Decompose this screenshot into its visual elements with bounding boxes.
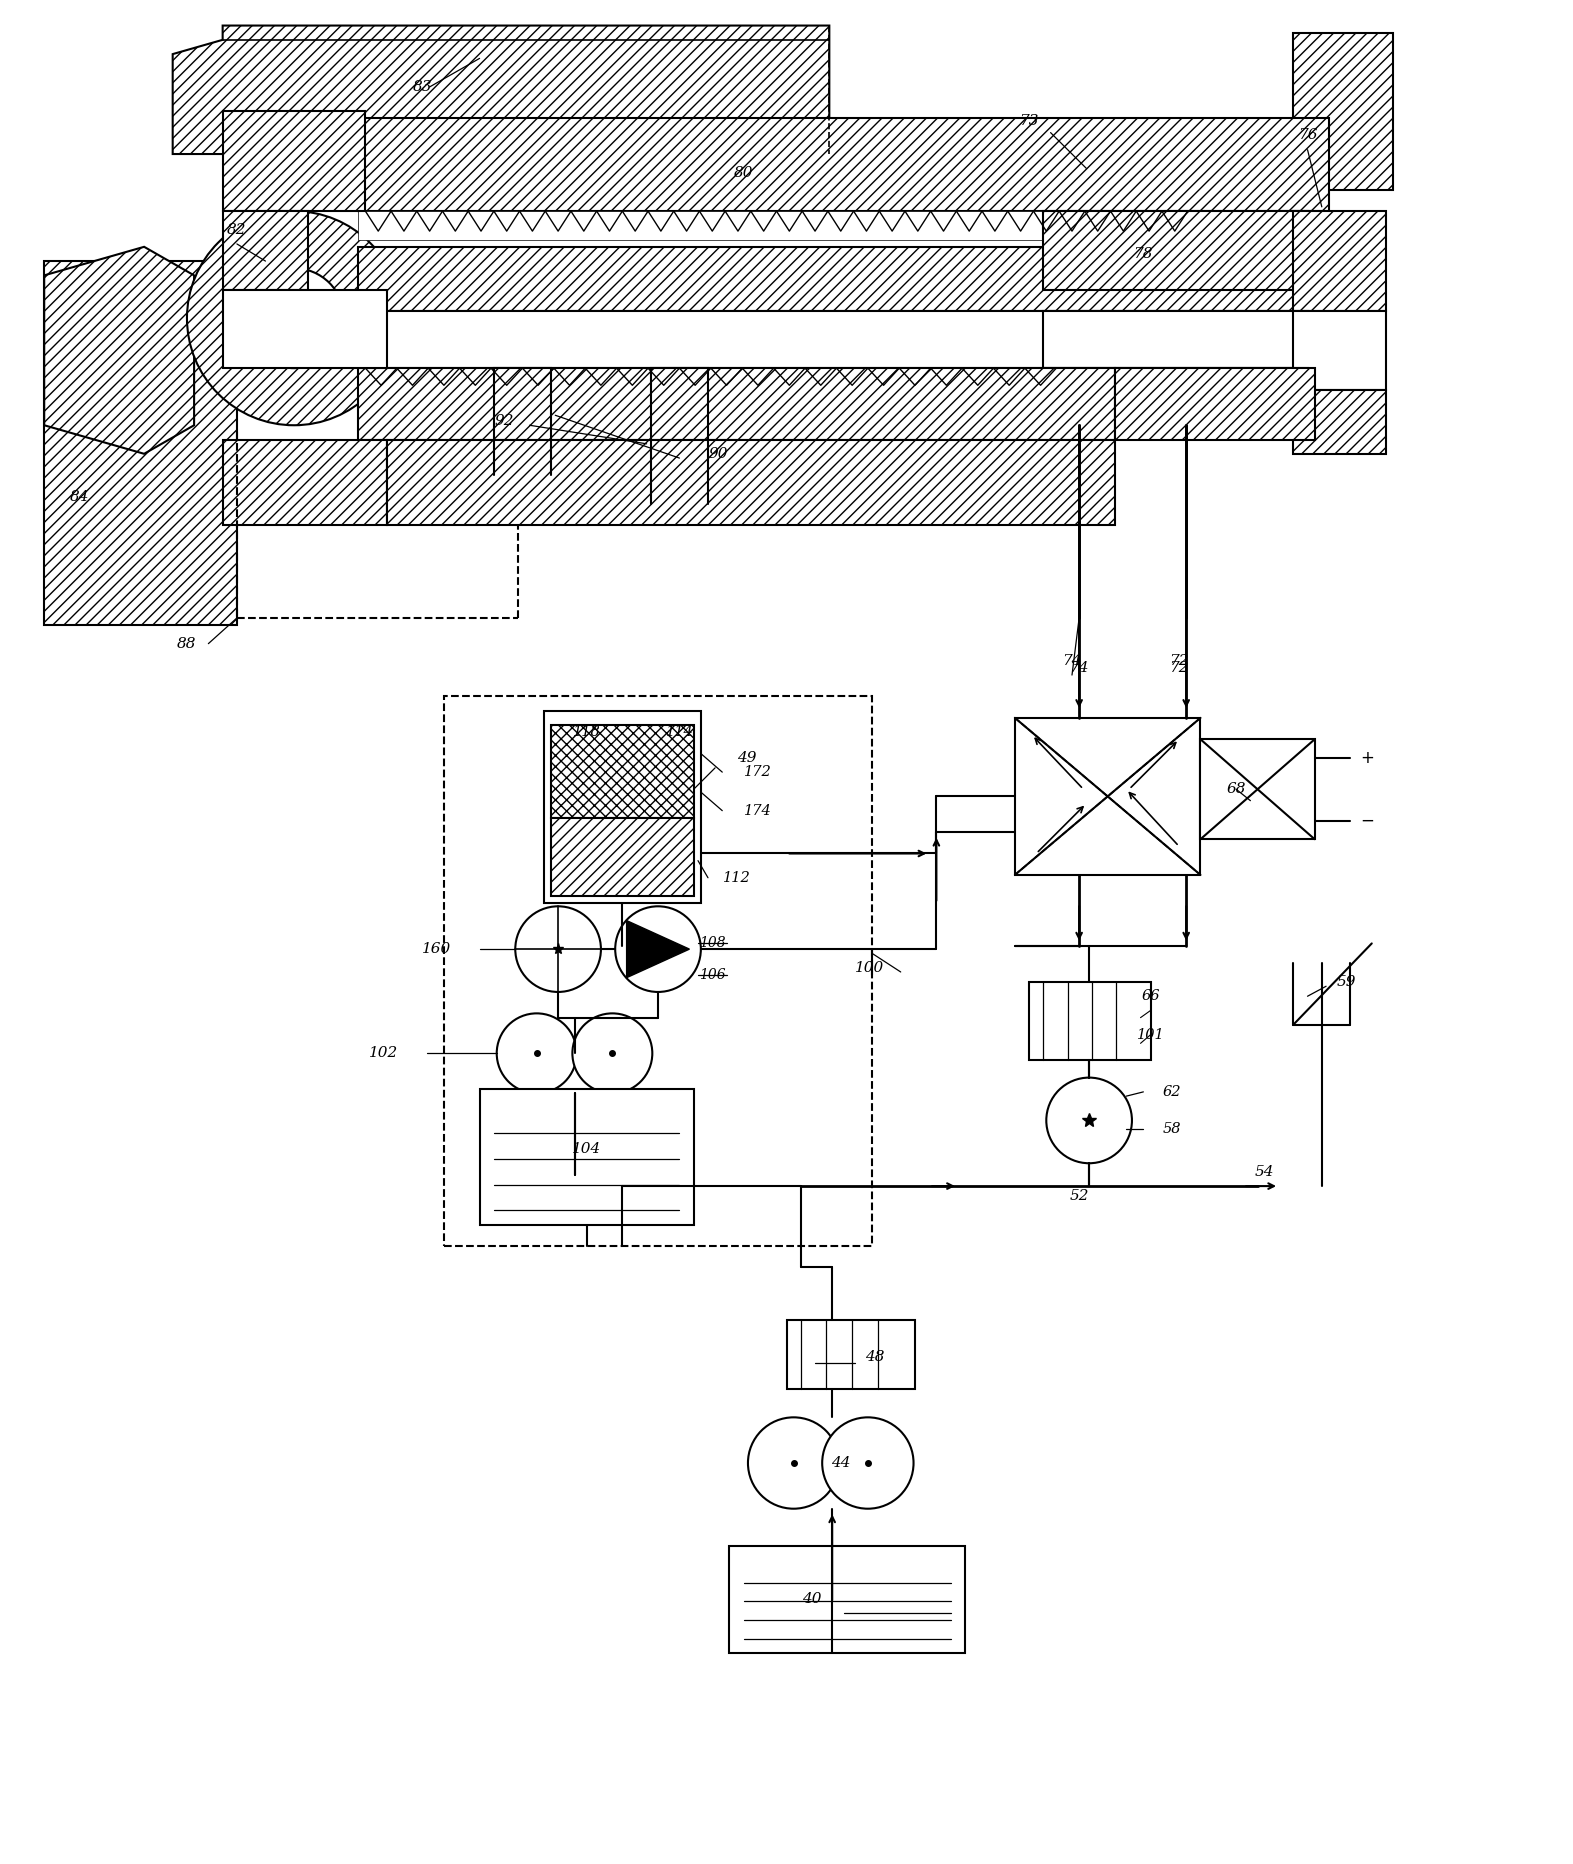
- Circle shape: [516, 906, 601, 992]
- Bar: [1015, 718, 1200, 874]
- Text: 90: 90: [708, 447, 728, 460]
- Bar: [1200, 740, 1315, 839]
- Bar: [223, 289, 387, 369]
- Bar: [1043, 311, 1307, 369]
- Text: 74: 74: [1070, 662, 1089, 675]
- Bar: [387, 440, 1115, 526]
- Bar: [1293, 211, 1386, 311]
- Text: 114: 114: [665, 725, 694, 740]
- Text: 52: 52: [1070, 1189, 1089, 1202]
- Bar: [444, 697, 871, 1245]
- Text: 83: 83: [412, 80, 433, 93]
- Bar: [480, 1089, 694, 1225]
- Text: 40: 40: [802, 1592, 823, 1605]
- Bar: [1115, 369, 1315, 440]
- Text: 44: 44: [831, 1456, 851, 1471]
- Bar: [1293, 390, 1386, 453]
- Text: 88: 88: [178, 637, 197, 651]
- Text: 49: 49: [736, 751, 757, 764]
- Text: 68: 68: [1227, 783, 1246, 796]
- Text: 80: 80: [735, 166, 753, 179]
- Circle shape: [573, 1014, 653, 1094]
- Bar: [1029, 982, 1150, 1061]
- Bar: [551, 818, 694, 897]
- Text: 104: 104: [573, 1143, 601, 1156]
- Bar: [359, 246, 1329, 311]
- Text: 48: 48: [865, 1350, 884, 1364]
- Circle shape: [823, 1417, 914, 1508]
- Text: 74: 74: [1062, 654, 1082, 667]
- Polygon shape: [44, 246, 193, 453]
- Polygon shape: [173, 26, 829, 155]
- Text: 174: 174: [744, 803, 772, 818]
- Text: 106: 106: [698, 967, 725, 982]
- Text: 66: 66: [1142, 990, 1159, 1003]
- Bar: [223, 112, 365, 211]
- Bar: [223, 440, 387, 526]
- Bar: [786, 1320, 915, 1389]
- Text: 54: 54: [1255, 1165, 1274, 1178]
- Text: 73: 73: [1019, 114, 1038, 129]
- Bar: [1293, 34, 1394, 190]
- Circle shape: [497, 1014, 577, 1094]
- Bar: [551, 725, 694, 818]
- Bar: [223, 211, 308, 289]
- Text: −: −: [1361, 811, 1375, 829]
- Circle shape: [187, 211, 401, 425]
- Bar: [359, 311, 1329, 369]
- Bar: [651, 369, 708, 503]
- Text: 118: 118: [573, 725, 601, 740]
- Text: 58: 58: [1162, 1122, 1181, 1135]
- Bar: [1293, 311, 1386, 390]
- Bar: [1043, 369, 1307, 425]
- Text: 76: 76: [1298, 129, 1317, 142]
- Text: 62: 62: [1162, 1085, 1181, 1100]
- Text: 72: 72: [1169, 654, 1189, 667]
- Text: 112: 112: [722, 870, 750, 885]
- Bar: [544, 710, 702, 904]
- Bar: [359, 117, 1329, 211]
- Circle shape: [615, 906, 702, 992]
- Bar: [359, 211, 1329, 240]
- Bar: [44, 261, 238, 624]
- Circle shape: [244, 268, 344, 369]
- Text: 59: 59: [1337, 975, 1356, 990]
- Text: +: +: [1361, 749, 1375, 766]
- Bar: [1043, 211, 1307, 289]
- Text: 72: 72: [1169, 662, 1189, 675]
- Polygon shape: [626, 921, 689, 979]
- Text: 172: 172: [744, 764, 772, 779]
- Circle shape: [747, 1417, 840, 1508]
- Text: 78: 78: [1134, 246, 1153, 261]
- Bar: [730, 1545, 964, 1653]
- Text: 101: 101: [1137, 1027, 1164, 1042]
- Text: 84: 84: [71, 490, 90, 503]
- Bar: [494, 369, 551, 475]
- Bar: [359, 369, 1115, 440]
- Text: 102: 102: [370, 1046, 398, 1061]
- Circle shape: [1046, 1077, 1133, 1163]
- Text: 100: 100: [854, 960, 884, 975]
- Text: 160: 160: [422, 941, 451, 956]
- Text: 82: 82: [227, 222, 247, 237]
- Text: 92: 92: [494, 414, 514, 429]
- Text: 108: 108: [698, 936, 725, 951]
